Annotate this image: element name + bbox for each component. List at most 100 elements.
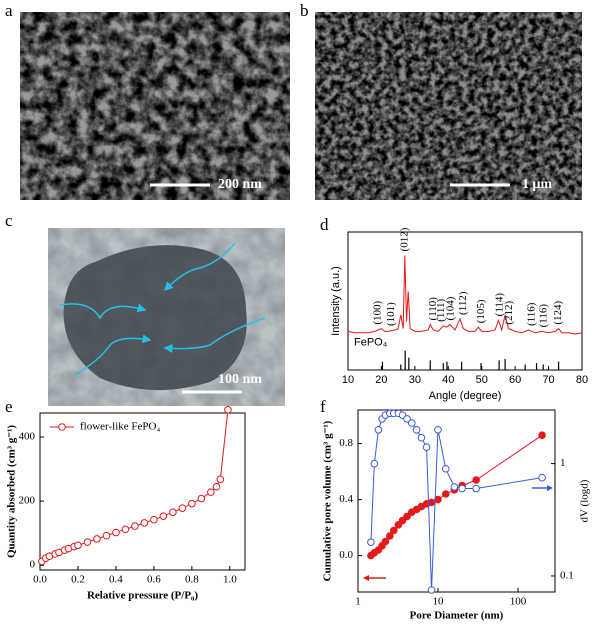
x-axis-label: Pore Diameter (nm) [410, 610, 504, 622]
peak-label: (101) [385, 302, 397, 326]
plot-frame [39, 412, 246, 571]
panel-label: e [5, 397, 13, 416]
peak-label: (104) [444, 296, 456, 320]
peak-label: (212) [503, 300, 515, 324]
x-tick-label: 0.4 [109, 574, 123, 586]
data-point [207, 488, 215, 496]
data-point [159, 512, 168, 520]
scale-bar-label: 100 nm [218, 372, 262, 387]
data-point [386, 532, 394, 540]
series-line [370, 412, 543, 591]
data-point [434, 425, 442, 434]
x-axis-label: Angle (degree) [429, 390, 502, 402]
x-tick-label: 60 [509, 374, 521, 386]
data-point [538, 431, 546, 440]
data-point [422, 443, 431, 451]
x-tick-label: 10 [433, 596, 445, 608]
data-point [398, 516, 407, 525]
scale-bar-label: 200 nm [218, 177, 262, 192]
data-point [102, 531, 111, 540]
y-axis-label: Cumulative pore volume (cm³ g⁻¹) [322, 420, 334, 581]
data-point [212, 482, 221, 491]
data-point [140, 519, 149, 527]
y2-tick-label: 0.1 [560, 570, 574, 582]
data-point [370, 459, 379, 468]
data-point [407, 419, 416, 427]
data-point [150, 515, 158, 524]
peak-label: (124) [552, 300, 564, 324]
legend-marker [58, 423, 66, 431]
x-tick-label: 20 [375, 374, 387, 386]
peak-label: (100) [372, 300, 384, 324]
sem-texture [315, 12, 582, 200]
peak-label: (012) [398, 227, 410, 251]
data-point [83, 538, 92, 546]
peak-label: (112) [457, 291, 469, 315]
y-tick-label: 200 [19, 495, 36, 507]
x-tick-label: 1 [355, 596, 361, 608]
data-point [381, 537, 390, 546]
x-tick-label: 30 [409, 374, 421, 386]
data-point [389, 526, 398, 535]
data-point [458, 484, 466, 493]
x-tick-label: 70 [542, 374, 554, 386]
data-point [178, 504, 187, 512]
sem-texture [20, 12, 290, 200]
data-point [216, 475, 225, 484]
panel-label: f [320, 397, 326, 416]
spectrum-line [347, 255, 583, 335]
data-point [74, 541, 82, 550]
data-point [441, 490, 450, 498]
x-axis-label: Relative pressure (P/P₀) [87, 590, 198, 602]
data-point [427, 586, 436, 594]
peak-label: (116) [537, 304, 549, 328]
data-point [224, 405, 232, 414]
scale-bar-label: 1 μm [522, 177, 552, 192]
data-point [374, 425, 383, 434]
y-tick-label: 400 [19, 431, 36, 443]
reference-name: FePO₄ [354, 337, 388, 349]
x-tick-label: 40 [442, 374, 454, 386]
flow-arrow [59, 303, 147, 320]
y-axis-label: Intensity (a.u.) [330, 266, 342, 336]
flow-arrow [74, 334, 152, 376]
x-tick-label: 100 [510, 596, 527, 608]
peak-label: (111) [435, 298, 447, 321]
x-tick-label: 80 [576, 374, 588, 386]
data-point [112, 528, 120, 537]
peak-label: (105) [475, 299, 487, 323]
tem-texture [48, 228, 285, 406]
data-point [367, 538, 375, 546]
flow-arrow [163, 317, 266, 353]
y2-tick-label: 1 [560, 457, 566, 469]
x-tick-label: 0.6 [147, 574, 161, 586]
data-point [427, 498, 436, 507]
peak-label: (110) [427, 297, 439, 321]
data-point [412, 425, 421, 434]
y2-axis-label: dV (logd) [579, 479, 591, 522]
legend-label: flower-like FePO₄ [80, 421, 160, 433]
flow-arrow [163, 242, 236, 292]
panel-label: a [5, 1, 13, 20]
y-tick-label: 0 [30, 559, 36, 571]
panel-label: c [5, 211, 13, 230]
data-point [131, 522, 139, 530]
panel-label: b [300, 1, 309, 20]
axis-arrows [363, 485, 553, 581]
data-point [403, 415, 411, 423]
plot-frame [357, 409, 556, 593]
data-point [197, 494, 206, 503]
data-point [417, 433, 426, 442]
x-tick-label: 0.2 [71, 574, 85, 586]
data-point [188, 499, 196, 508]
panel-label: d [320, 215, 329, 234]
x-tick-label: 0.0 [33, 574, 47, 586]
data-point [441, 464, 450, 473]
plot-frame [347, 231, 583, 371]
y-axis-label: Quantity absorbed (cm³ g⁻¹) [6, 425, 18, 558]
peak-label: (114) [494, 293, 506, 317]
data-point [472, 484, 480, 493]
peak-label: (116) [525, 302, 537, 326]
data-point [121, 525, 130, 534]
